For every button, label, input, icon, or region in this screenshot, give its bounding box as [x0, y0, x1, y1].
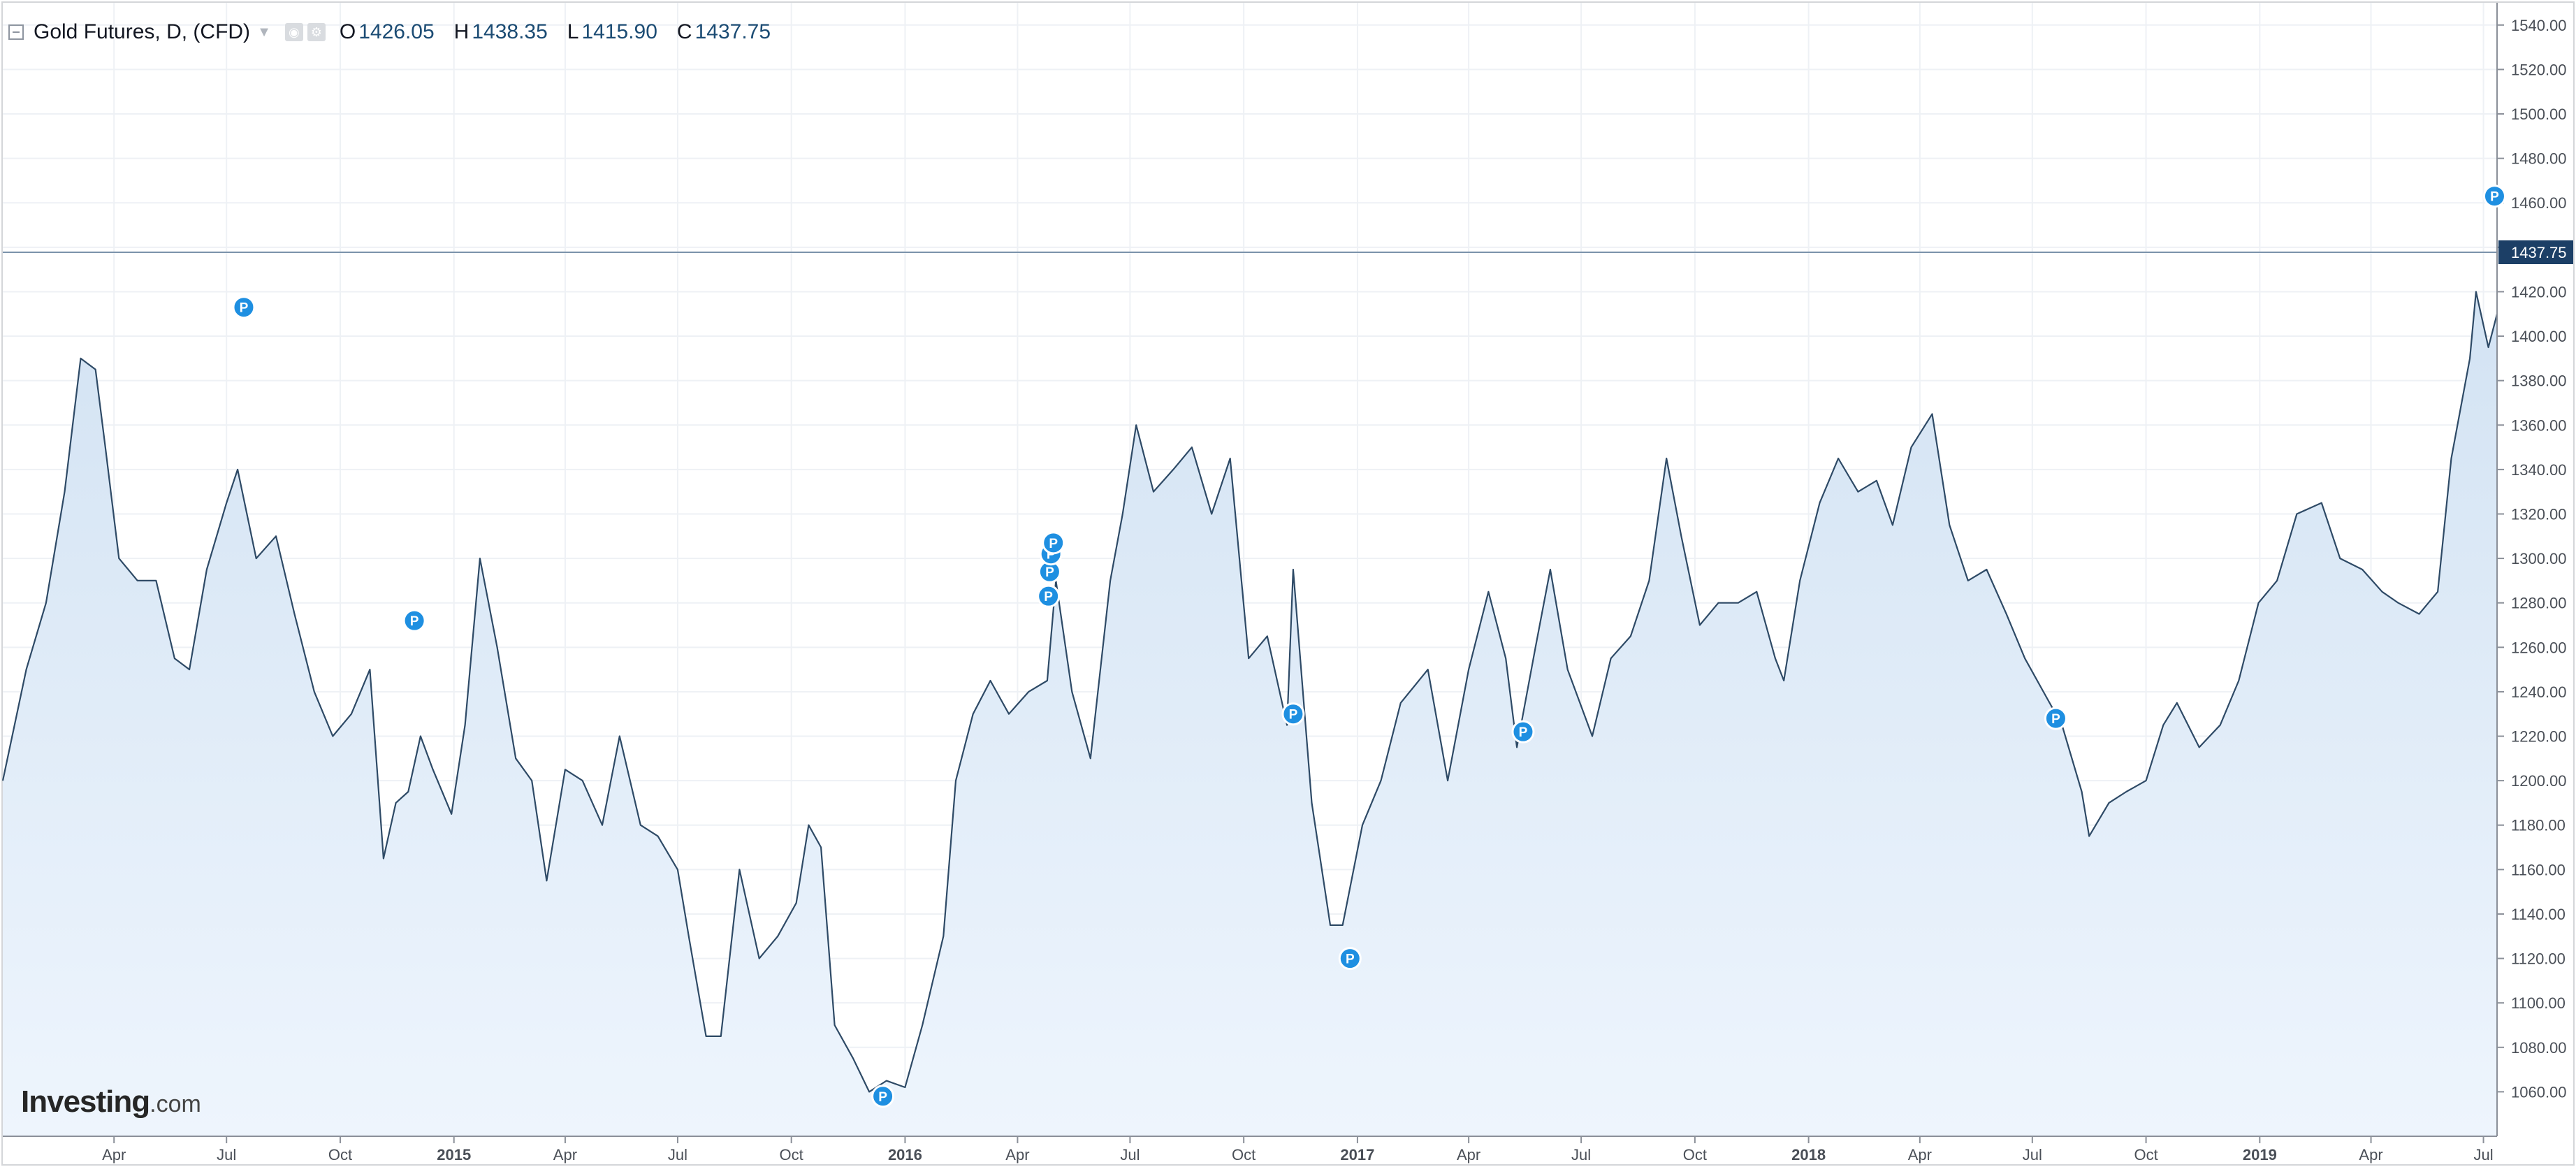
x-tick-label: Apr [102, 1146, 126, 1164]
event-marker-label: P [1049, 537, 1058, 551]
price-area [3, 291, 2497, 1136]
event-marker-icon[interactable] [402, 609, 426, 632]
x-tick-label: Jul [217, 1146, 236, 1164]
x-tick-label: Oct [2134, 1146, 2157, 1164]
event-marker-label: P [1519, 725, 1528, 740]
y-tick-label: 1420.00 [2511, 283, 2567, 300]
ohlc-low: L 1415.90 [567, 20, 657, 43]
event-marker-icon[interactable] [1338, 947, 1362, 971]
chevron-down-icon[interactable]: ▼ [257, 24, 271, 40]
event-marker-label: P [1289, 708, 1298, 723]
y-tick-label: 1360.00 [2511, 416, 2567, 434]
x-tick-label: Jul [1571, 1146, 1591, 1164]
investing-logo: Investing.com [21, 1085, 201, 1119]
symbol-title[interactable]: Gold Futures, D, (CFD) [34, 20, 251, 43]
y-tick-label: 1200.00 [2511, 772, 2567, 790]
x-tick-label: Apr [553, 1146, 577, 1164]
y-tick-label: 1060.00 [2511, 1083, 2567, 1101]
event-marker-icon[interactable] [2482, 184, 2506, 208]
last-price-label: 1437.75 [2511, 244, 2567, 261]
y-tick-label: 1520.00 [2511, 61, 2567, 78]
y-tick-label: 1260.00 [2511, 639, 2567, 656]
y-tick-label: 1180.00 [2511, 817, 2566, 834]
y-tick-label: 1080.00 [2511, 1039, 2567, 1057]
y-tick-label: 1460.00 [2511, 194, 2567, 212]
y-tick-label: 1300.00 [2511, 550, 2567, 567]
x-tick-label: Jul [668, 1146, 687, 1164]
y-tick-label: 1380.00 [2511, 372, 2567, 390]
event-marker-icon[interactable] [1037, 584, 1061, 608]
y-tick-label: 1340.00 [2511, 461, 2567, 479]
x-tick-label: Jul [2023, 1146, 2042, 1164]
ohlc-high: H 1438.35 [453, 20, 548, 43]
x-tick-label: 2016 [888, 1146, 922, 1164]
event-marker-label: P [1045, 565, 1054, 580]
y-tick-label: 1240.00 [2511, 683, 2567, 701]
x-tick-label: 2018 [1791, 1146, 1826, 1164]
event-marker-icon[interactable] [1042, 531, 1065, 555]
settings-icon[interactable]: ⚙ [307, 23, 326, 41]
y-tick-label: 1400.00 [2511, 328, 2567, 345]
ohlc-values: O 1426.05 H 1438.35 L 1415.90 C 1437.75 [340, 20, 790, 44]
y-tick-label: 1280.00 [2511, 595, 2567, 612]
x-tick-label: Oct [1683, 1146, 1707, 1164]
y-tick-label: 1320.00 [2511, 505, 2567, 523]
event-marker-icon[interactable] [1281, 702, 1305, 726]
x-tick-label: Oct [1232, 1146, 1256, 1164]
x-tick-label: 2015 [437, 1146, 471, 1164]
x-tick-label: Apr [1005, 1146, 1029, 1164]
event-marker-icon[interactable] [871, 1085, 895, 1108]
y-tick-label: 1220.00 [2511, 728, 2567, 746]
event-marker-label: P [410, 614, 419, 629]
x-tick-label: Apr [1457, 1146, 1480, 1164]
x-tick-label: Apr [1908, 1146, 1932, 1164]
event-marker-label: P [240, 301, 249, 316]
event-marker-label: P [1044, 590, 1053, 604]
y-tick-label: 1500.00 [2511, 106, 2567, 123]
x-tick-label: Jul [2473, 1146, 2493, 1164]
last-price-badge [2498, 240, 2573, 264]
y-tick-label: 1120.00 [2511, 950, 2566, 968]
y-tick-label: 1100.00 [2511, 994, 2566, 1012]
ohlc-close: C 1437.75 [676, 20, 771, 43]
x-tick-label: 2017 [1340, 1146, 1374, 1164]
ohlc-open: O 1426.05 [339, 20, 435, 43]
y-tick-label: 1480.00 [2511, 150, 2567, 168]
event-marker-label: P [1346, 952, 1355, 967]
x-tick-label: Jul [1120, 1146, 1140, 1164]
hide-icon[interactable]: ◉ [284, 23, 303, 41]
event-marker-icon[interactable] [2044, 706, 2067, 730]
event-marker-icon[interactable] [232, 296, 256, 319]
price-line [1, 291, 2498, 1093]
event-marker-label: P [878, 1090, 887, 1105]
y-tick-label: 1140.00 [2511, 906, 2566, 923]
event-marker-icon[interactable] [1511, 720, 1535, 744]
event-marker-label: P [2490, 190, 2499, 205]
event-marker-label: P [2051, 712, 2060, 727]
y-tick-label: 1160.00 [2511, 861, 2566, 878]
x-tick-label: Oct [780, 1146, 803, 1164]
x-tick-label: Apr [2359, 1146, 2382, 1164]
x-tick-label: Oct [328, 1146, 352, 1164]
y-tick-label: 1540.00 [2511, 17, 2567, 34]
collapse-legend-icon[interactable] [8, 24, 24, 40]
x-tick-label: 2019 [2243, 1146, 2277, 1164]
